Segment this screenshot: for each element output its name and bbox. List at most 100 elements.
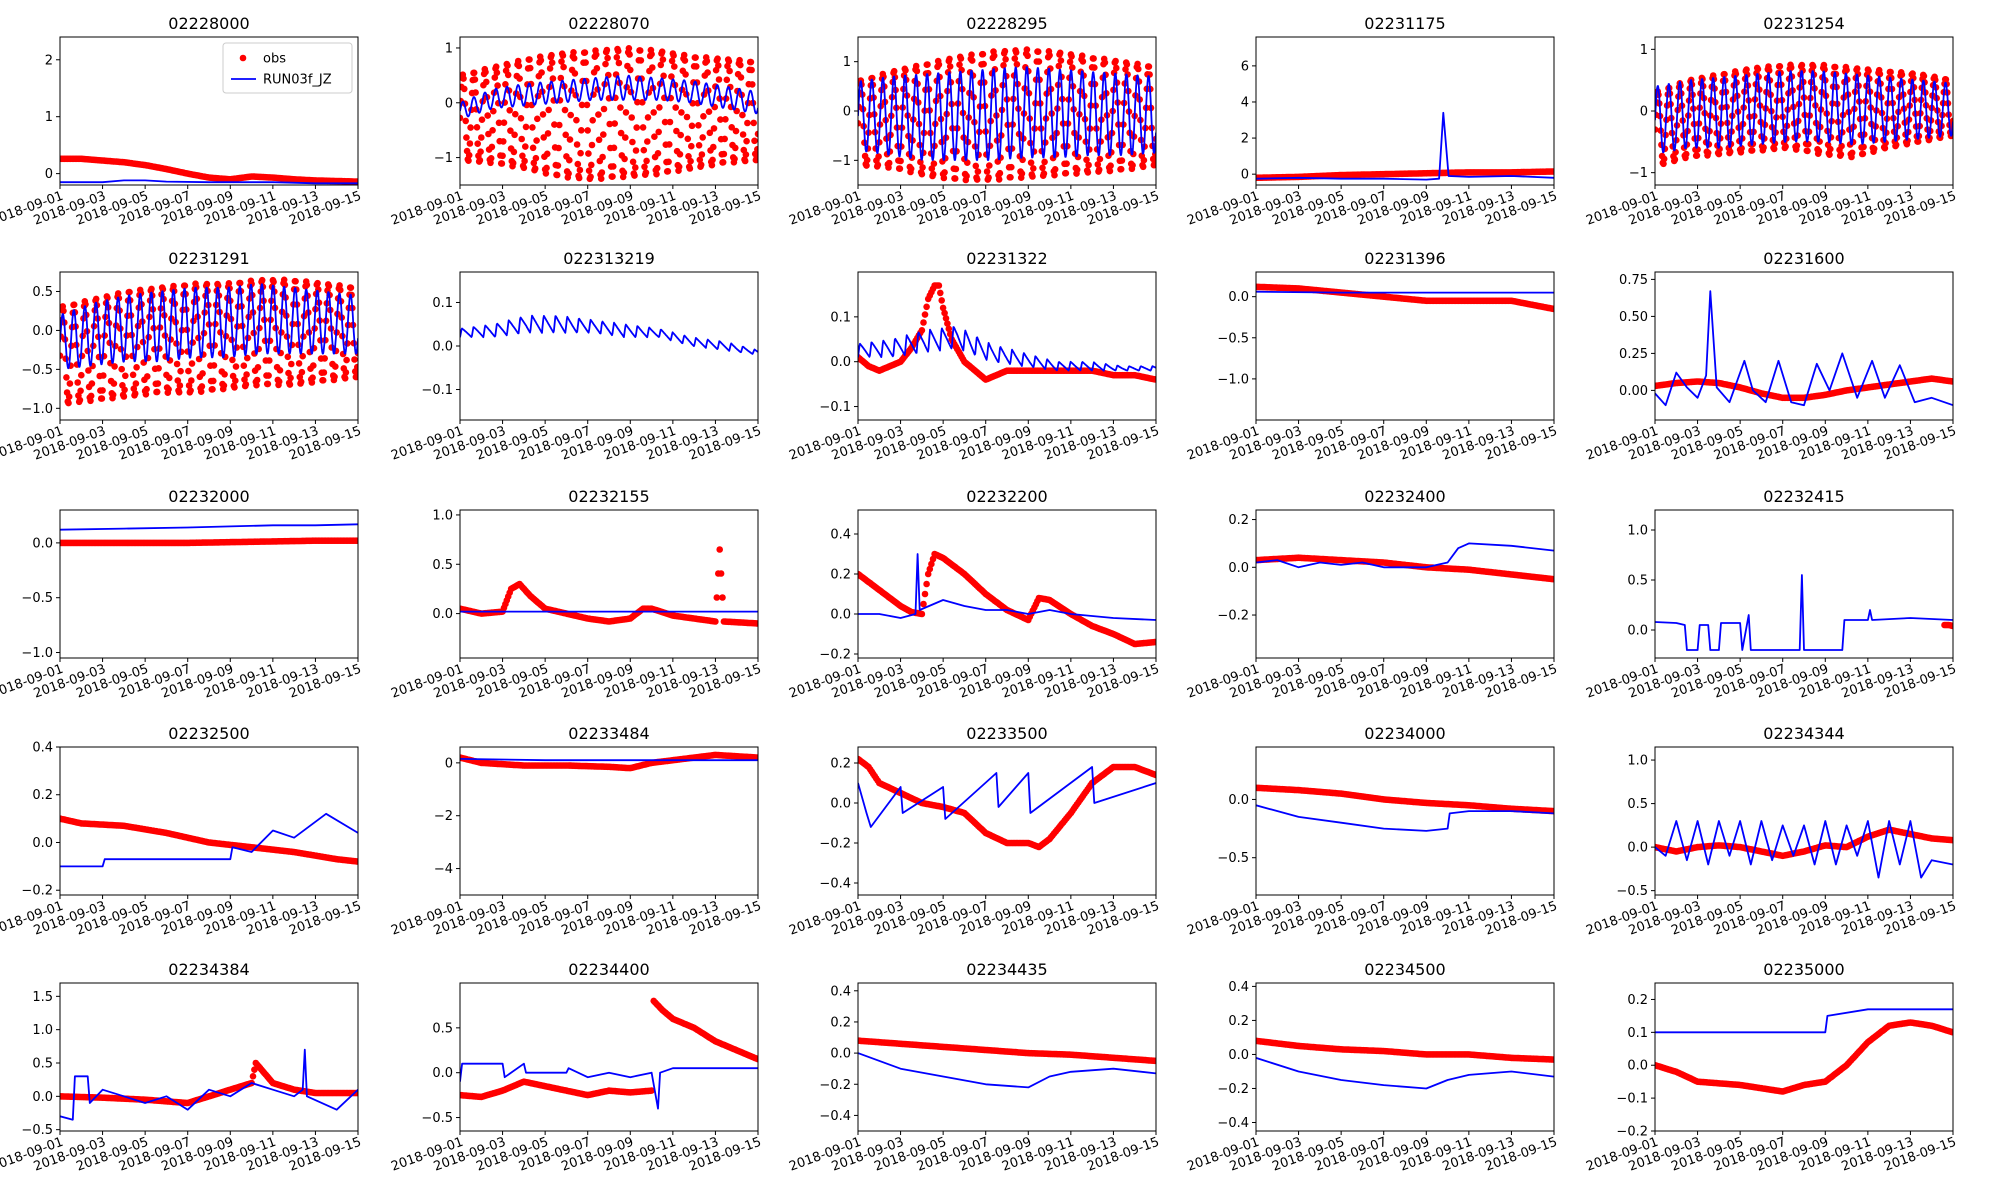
subplot-title: 02231291 [168, 249, 249, 268]
obs-point [973, 176, 981, 183]
obs-point [1550, 575, 1554, 583]
obs-point [557, 74, 565, 82]
obs-point [111, 363, 118, 370]
obs-point [726, 67, 733, 75]
obs-point [303, 281, 311, 289]
obs-point [1826, 151, 1833, 158]
y-tick-label: 1.0 [1627, 524, 1648, 539]
obs-point [1107, 162, 1114, 169]
obs-point [670, 52, 677, 59]
obs-point [736, 56, 743, 64]
obs-point [465, 157, 472, 164]
subplot-title: 02231175 [1364, 14, 1445, 33]
obs-series-02232155 [460, 546, 758, 627]
obs-point [566, 156, 573, 164]
obs-point [1787, 64, 1795, 71]
obs-point [920, 319, 927, 326]
obs-point [129, 371, 137, 379]
y-tick-label: 0.0 [32, 324, 53, 339]
obs-point [321, 355, 329, 362]
obs-point [1831, 63, 1839, 71]
y-tick-label: 0 [843, 105, 851, 120]
obs-point [573, 116, 580, 124]
obs-point [210, 362, 218, 369]
obs-point [986, 162, 993, 169]
obs-point [221, 371, 228, 378]
obs-series-02232400 [1256, 554, 1554, 583]
obs-point [542, 170, 550, 177]
obs-point [600, 131, 607, 138]
obs-point [177, 367, 184, 375]
obs-point [506, 107, 513, 114]
obs-point [540, 134, 547, 141]
y-tick-label: −0.1 [421, 383, 453, 398]
obs-point [890, 67, 898, 75]
plot-area [1655, 290, 1953, 407]
obs-point [516, 75, 523, 82]
y-tick-label: −0.5 [1217, 851, 1249, 866]
obs-point [159, 285, 167, 293]
obs-point [467, 124, 474, 131]
obs-point [538, 69, 545, 76]
obs-point [1129, 162, 1136, 169]
obs-point [963, 172, 970, 180]
obs-point [644, 114, 652, 121]
obs-point [743, 137, 750, 145]
obs-point [1135, 65, 1142, 73]
obs-point [498, 160, 506, 167]
obs-point [556, 121, 563, 129]
obs-point [1018, 170, 1026, 177]
plot-area [460, 751, 758, 772]
obs-point [240, 362, 248, 370]
obs-point [131, 390, 139, 397]
obs-point [533, 137, 540, 144]
obs-point [576, 166, 584, 174]
obs-point [603, 46, 611, 54]
obs-point [613, 54, 621, 61]
y-tick-label: 0 [445, 96, 453, 111]
obs-point [728, 124, 735, 131]
obs-point [710, 125, 718, 132]
obs-point [656, 104, 663, 111]
obs-point [681, 57, 689, 64]
subplot-title: 02232400 [1364, 487, 1445, 506]
obs-point [1892, 141, 1900, 149]
obs-point [1843, 66, 1850, 74]
obs-point [258, 276, 266, 284]
y-tick-label: −1 [832, 154, 851, 169]
obs-point [716, 546, 723, 553]
obs-point [478, 134, 485, 141]
obs-series-02232000 [60, 537, 358, 547]
obs-point [697, 161, 705, 169]
obs-point [1007, 174, 1014, 181]
obs-point [930, 160, 938, 167]
obs-point [946, 55, 953, 63]
obs-point [957, 55, 965, 62]
obs-point [493, 69, 501, 76]
obs-point [584, 127, 591, 134]
obs-point [661, 118, 669, 126]
obs-point [284, 353, 292, 361]
obs-point [741, 157, 749, 165]
obs-point [87, 392, 95, 400]
plot-area [858, 755, 1156, 851]
obs-point [1732, 70, 1740, 78]
obs-point [1023, 46, 1031, 53]
obs-point [928, 560, 935, 568]
obs-point [921, 311, 929, 318]
obs-point [682, 71, 689, 78]
obs-point [629, 138, 636, 146]
obs-point [719, 159, 727, 166]
obs-point [610, 163, 617, 170]
obs-point [1793, 142, 1801, 149]
obs-point [1123, 61, 1131, 68]
model-line-02231291 [60, 283, 358, 370]
obs-point [581, 49, 589, 56]
model-line-02231322 [858, 326, 1156, 372]
obs-series-02233484 [460, 751, 758, 772]
obs-point [748, 66, 755, 74]
obs-point [231, 384, 238, 391]
obs-point [185, 382, 193, 389]
y-tick-label: 1.0 [432, 508, 453, 523]
obs-point [648, 50, 655, 58]
